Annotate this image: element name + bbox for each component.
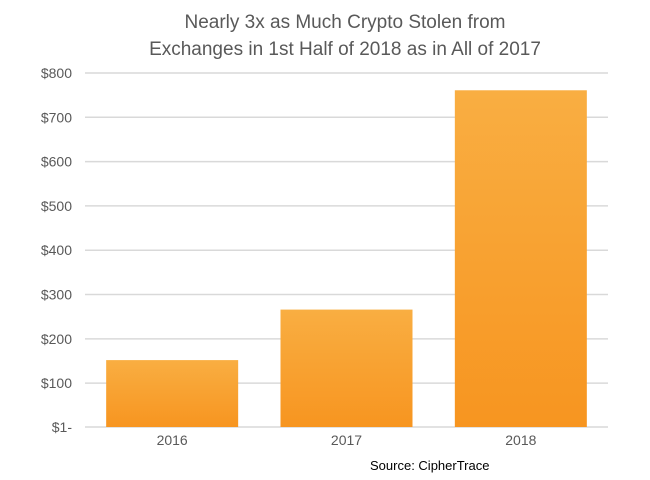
- y-tick-label: $800: [41, 65, 72, 81]
- y-tick-label: $700: [41, 109, 72, 125]
- y-tick-label: $200: [41, 331, 72, 347]
- y-axis-tick-labels: $1- $100 $200 $300 $400 $500 $600 $700 $800: [41, 65, 72, 435]
- bar-2018: [454, 90, 587, 427]
- bars: [106, 90, 587, 427]
- x-tick-label: 2017: [331, 432, 362, 448]
- bar-2017: [280, 309, 413, 427]
- x-tick-label: 2016: [157, 432, 188, 448]
- bar-2016: [106, 360, 239, 427]
- x-axis-tick-labels: 2016 2017 2018: [157, 432, 537, 448]
- y-tick-label: $300: [41, 287, 72, 303]
- x-tick-label: 2018: [505, 432, 536, 448]
- source-note: Source: CipherTrace: [370, 458, 490, 473]
- y-tick-label: $400: [41, 242, 72, 258]
- y-tick-label: $100: [41, 375, 72, 391]
- chart-title-line-2: Exchanges in 1st Half of 2018 as in All …: [149, 39, 541, 60]
- y-tick-label: $600: [41, 154, 72, 170]
- chart-title-line-1: Nearly 3x as Much Crypto Stolen from: [184, 12, 506, 33]
- y-tick-label: $1-: [52, 419, 73, 435]
- y-tick-label: $500: [41, 198, 72, 214]
